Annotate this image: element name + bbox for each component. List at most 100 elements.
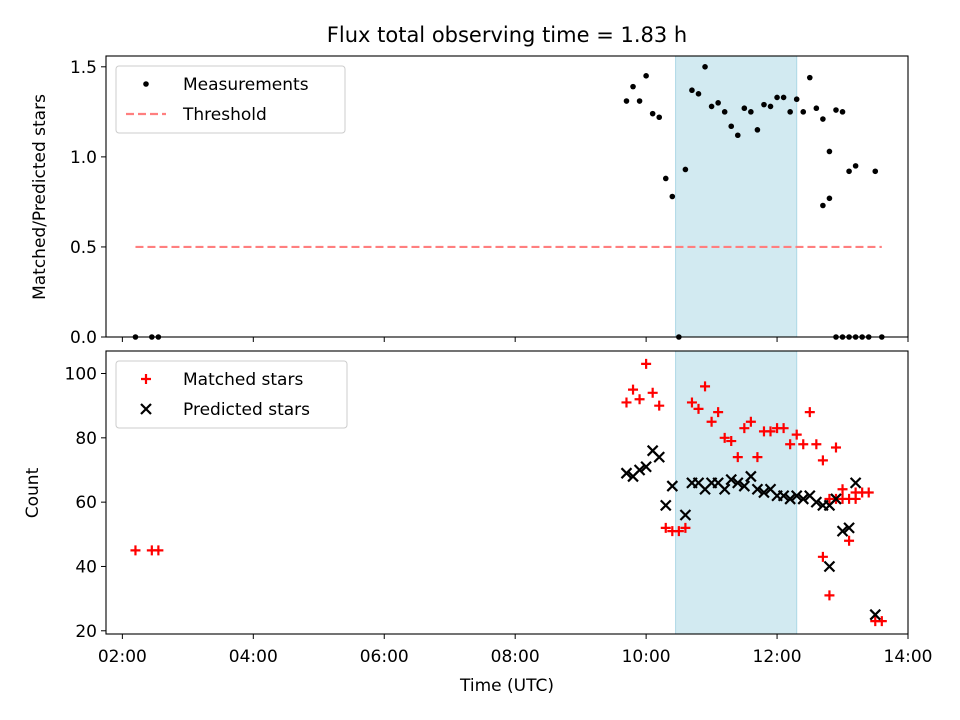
matched-star-point [654, 400, 665, 411]
predicted-star-point [810, 496, 823, 508]
legend-dot-marker [143, 81, 149, 87]
measurement-point [715, 100, 721, 106]
predicted-star-point [797, 493, 810, 505]
measurement-point [702, 64, 708, 70]
measurement-point [721, 109, 728, 115]
matched-star-point [876, 616, 887, 627]
measurement-point [643, 73, 649, 79]
predicted-star-point [836, 525, 849, 537]
measurement-point [741, 105, 748, 112]
x-tick-label: 08:00 [491, 647, 540, 667]
predicted-star-point [745, 470, 757, 483]
predicted-star-point [784, 493, 796, 505]
legend-box [115, 360, 348, 429]
matched-star-point [641, 358, 652, 369]
predicted-star-point [758, 486, 770, 499]
matched-star-point [752, 452, 763, 463]
matched-star-point [739, 423, 750, 434]
measurement-point [813, 105, 820, 112]
observing-band [675, 55, 798, 338]
matched-star-point [673, 526, 684, 537]
matched-star-point [130, 545, 141, 556]
matched-star-point [863, 487, 874, 498]
predicted-star-point [777, 489, 790, 502]
predicted-star-point [718, 483, 731, 496]
matched-star-point [732, 452, 743, 463]
matched-star-point [628, 384, 639, 395]
measurement-point [682, 166, 689, 173]
ratio-y-ticks: 0.0 0.5 1.0 1.5 [70, 58, 106, 348]
count-marks [130, 358, 887, 627]
matched-star-point [680, 522, 691, 533]
count-x-ticks: 02:00 04:00 06:00 08:00 10:00 12:00 14:00 [98, 634, 933, 667]
predicted-star-point [653, 451, 665, 463]
x-tick-label: 02:00 [98, 647, 147, 667]
predicted-star-point [830, 493, 842, 505]
matched-star-point [634, 394, 645, 405]
x-tick-label: 12:00 [753, 647, 802, 667]
legend-x-marker [140, 403, 152, 415]
predicted-star-point [823, 560, 836, 573]
predicted-star-point [751, 483, 764, 496]
y-tick-label: 100 [65, 365, 97, 385]
ratio-x-ticks [121, 337, 909, 342]
measurement-point [767, 103, 774, 110]
legend-label: Predicted stars [183, 400, 310, 420]
measurement-point [833, 107, 839, 113]
matched-star-point [706, 416, 717, 427]
observing-band [675, 350, 798, 635]
y-tick-label: 20 [75, 622, 97, 642]
ratio-y-axis-label: Matched/Predicted stars [30, 94, 50, 300]
ratio-legend: Measurements Threshold [115, 65, 346, 134]
y-tick-label: 60 [75, 493, 97, 513]
measurement-point [787, 109, 793, 115]
measurement-point [820, 116, 826, 122]
measurement-point [872, 168, 879, 175]
y-tick-label: 0.5 [70, 238, 97, 258]
x-tick-label: 04:00 [229, 647, 278, 667]
predicted-star-point [843, 522, 855, 534]
matched-star-point [700, 381, 711, 392]
matched-star-point [153, 545, 164, 556]
matched-star-point [830, 442, 841, 453]
measurement-point [800, 109, 807, 115]
measurement-point [689, 87, 695, 94]
y-tick-label: 80 [75, 429, 97, 449]
predicted-star-point [738, 480, 751, 492]
measurement-point [656, 114, 663, 121]
measurement-point [728, 123, 735, 130]
measurement-point [820, 202, 826, 209]
predicted-star-point [725, 473, 738, 486]
figure-title: Flux total observing time = 1.83 h [327, 23, 687, 47]
predicted-star-point [659, 499, 672, 512]
measurement-point [774, 94, 780, 101]
predicted-star-point [849, 477, 862, 489]
count-legend: Matched stars Predicted stars [115, 360, 348, 429]
predicted-star-point [620, 467, 633, 479]
matched-star-point [713, 407, 724, 418]
matched-star-point [693, 403, 704, 414]
ratio-panel: 0.0 0.5 1.0 1.5 Matched/Predicted stars Mea… [30, 55, 909, 348]
measurement-point [806, 74, 813, 81]
matched-star-point [798, 439, 809, 450]
measurement-point [708, 103, 715, 110]
predicted-star-point [869, 608, 882, 621]
measurement-point [839, 109, 846, 115]
count-y-ticks: 20 40 60 80 100 [65, 365, 106, 642]
matched-star-point [719, 432, 730, 443]
measurement-point [793, 96, 800, 103]
count-axes-frame [105, 350, 909, 635]
predicted-star-point [732, 477, 744, 489]
measurement-point [649, 110, 656, 117]
matched-star-point [621, 397, 632, 408]
predicted-star-point [633, 464, 646, 476]
matched-star-point [647, 387, 658, 398]
measurement-point [846, 168, 852, 175]
matched-star-point [660, 522, 671, 533]
x-tick-label: 14:00 [884, 647, 933, 667]
measurement-point [636, 98, 643, 104]
y-tick-label: 40 [75, 557, 97, 577]
measurement-point [748, 109, 754, 115]
matched-star-point [824, 590, 835, 601]
predicted-star-point [679, 509, 692, 521]
